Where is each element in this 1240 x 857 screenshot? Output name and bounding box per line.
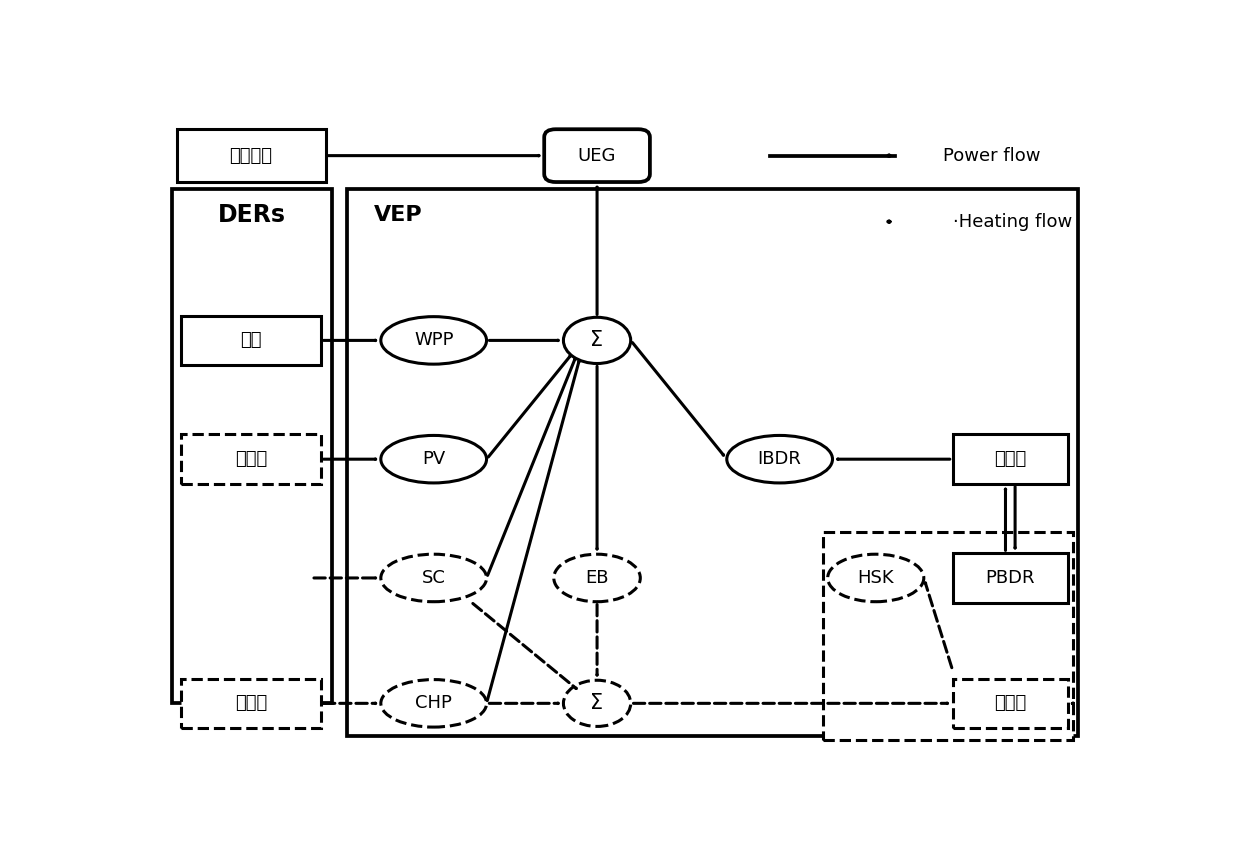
Ellipse shape — [727, 435, 832, 483]
Ellipse shape — [381, 680, 486, 727]
Text: 天然气: 天然气 — [234, 694, 268, 712]
Ellipse shape — [381, 435, 486, 483]
Text: 风能: 风能 — [241, 332, 262, 350]
Ellipse shape — [828, 554, 924, 602]
Bar — [347, 189, 1078, 736]
Text: VEP: VEP — [373, 205, 423, 225]
Text: 一次能源: 一次能源 — [229, 147, 273, 165]
Bar — [181, 679, 321, 728]
Bar — [952, 434, 1068, 484]
Bar — [823, 531, 1073, 740]
Text: ·Heating flow: ·Heating flow — [952, 213, 1071, 231]
Text: SC: SC — [422, 569, 445, 587]
Bar — [181, 434, 321, 484]
Text: 热负荷: 热负荷 — [994, 694, 1027, 712]
Ellipse shape — [563, 317, 631, 363]
Bar — [181, 315, 321, 365]
Text: DERs: DERs — [218, 203, 286, 227]
Text: HSK: HSK — [857, 569, 894, 587]
Text: Power flow: Power flow — [942, 147, 1040, 165]
Ellipse shape — [381, 554, 486, 602]
Text: Σ: Σ — [590, 693, 604, 713]
Text: 太阳能: 太阳能 — [234, 450, 268, 468]
Text: 电负荷: 电负荷 — [994, 450, 1027, 468]
Text: IBDR: IBDR — [758, 450, 801, 468]
Bar — [172, 189, 332, 704]
Text: UEG: UEG — [578, 147, 616, 165]
Text: PBDR: PBDR — [986, 569, 1035, 587]
Ellipse shape — [563, 680, 631, 727]
FancyBboxPatch shape — [544, 129, 650, 182]
Bar — [952, 554, 1068, 602]
Bar — [952, 679, 1068, 728]
Text: Σ: Σ — [590, 331, 604, 351]
Text: WPP: WPP — [414, 332, 454, 350]
Bar — [176, 129, 326, 182]
Text: PV: PV — [422, 450, 445, 468]
Text: CHP: CHP — [415, 694, 453, 712]
Ellipse shape — [554, 554, 640, 602]
Ellipse shape — [381, 316, 486, 364]
Text: EB: EB — [585, 569, 609, 587]
